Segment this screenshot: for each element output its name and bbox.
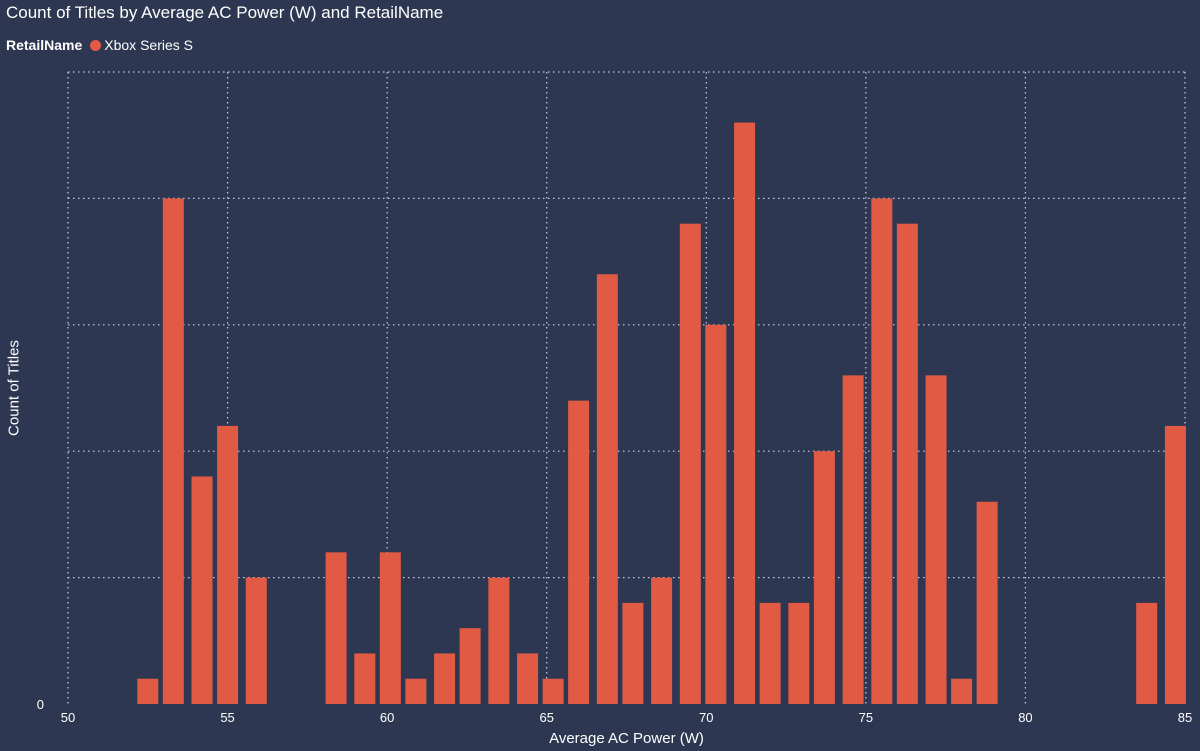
x-axis-ticks: 50 55 60 65 70 75 80 85 (61, 710, 1192, 725)
legend-title: RetailName (6, 37, 83, 53)
bar[interactable] (734, 122, 756, 704)
bar[interactable] (705, 324, 727, 704)
x-tick-label: 60 (380, 710, 394, 725)
bar[interactable] (759, 602, 781, 704)
bar[interactable] (137, 678, 159, 704)
bar[interactable] (896, 223, 918, 704)
bar[interactable] (162, 198, 184, 704)
bar[interactable] (679, 223, 701, 704)
bar[interactable] (217, 425, 239, 704)
x-tick-label: 85 (1178, 710, 1192, 725)
bar[interactable] (542, 678, 564, 704)
bar[interactable] (354, 653, 376, 704)
x-tick-label: 75 (859, 710, 873, 725)
bar[interactable] (379, 552, 401, 704)
legend[interactable]: RetailName Xbox Series S (6, 37, 193, 53)
bars (137, 122, 1186, 704)
x-axis-title: Average AC Power (W) (549, 730, 704, 747)
bar[interactable] (788, 602, 810, 704)
bar[interactable] (1164, 425, 1186, 704)
bar[interactable] (568, 400, 590, 704)
bar[interactable] (842, 375, 864, 704)
bar[interactable] (245, 577, 267, 704)
bar[interactable] (622, 602, 644, 704)
bar[interactable] (459, 628, 481, 704)
bar[interactable] (596, 274, 618, 704)
bar[interactable] (325, 552, 347, 704)
bar[interactable] (871, 198, 893, 704)
bar[interactable] (191, 476, 213, 704)
bar[interactable] (651, 577, 673, 704)
chart-title: Count of Titles by Average AC Power (W) … (6, 3, 444, 22)
x-tick-label: 80 (1018, 710, 1032, 725)
x-tick-label: 70 (699, 710, 713, 725)
bar[interactable] (951, 678, 973, 704)
bar[interactable] (517, 653, 539, 704)
bar[interactable] (813, 451, 835, 704)
legend-series-label[interactable]: Xbox Series S (104, 37, 193, 53)
bar[interactable] (925, 375, 947, 704)
x-tick-label: 65 (539, 710, 553, 725)
x-tick-label: 55 (220, 710, 234, 725)
y-axis-ticks: 0 (37, 697, 44, 712)
bar[interactable] (1136, 602, 1158, 704)
bar[interactable] (488, 577, 510, 704)
x-tick-label: 50 (61, 710, 75, 725)
y-tick-label: 0 (37, 697, 44, 712)
bar[interactable] (976, 501, 998, 704)
legend-series-marker (90, 39, 102, 51)
bar[interactable] (434, 653, 456, 704)
gridlines (67, 71, 1186, 704)
bar[interactable] (405, 678, 427, 704)
